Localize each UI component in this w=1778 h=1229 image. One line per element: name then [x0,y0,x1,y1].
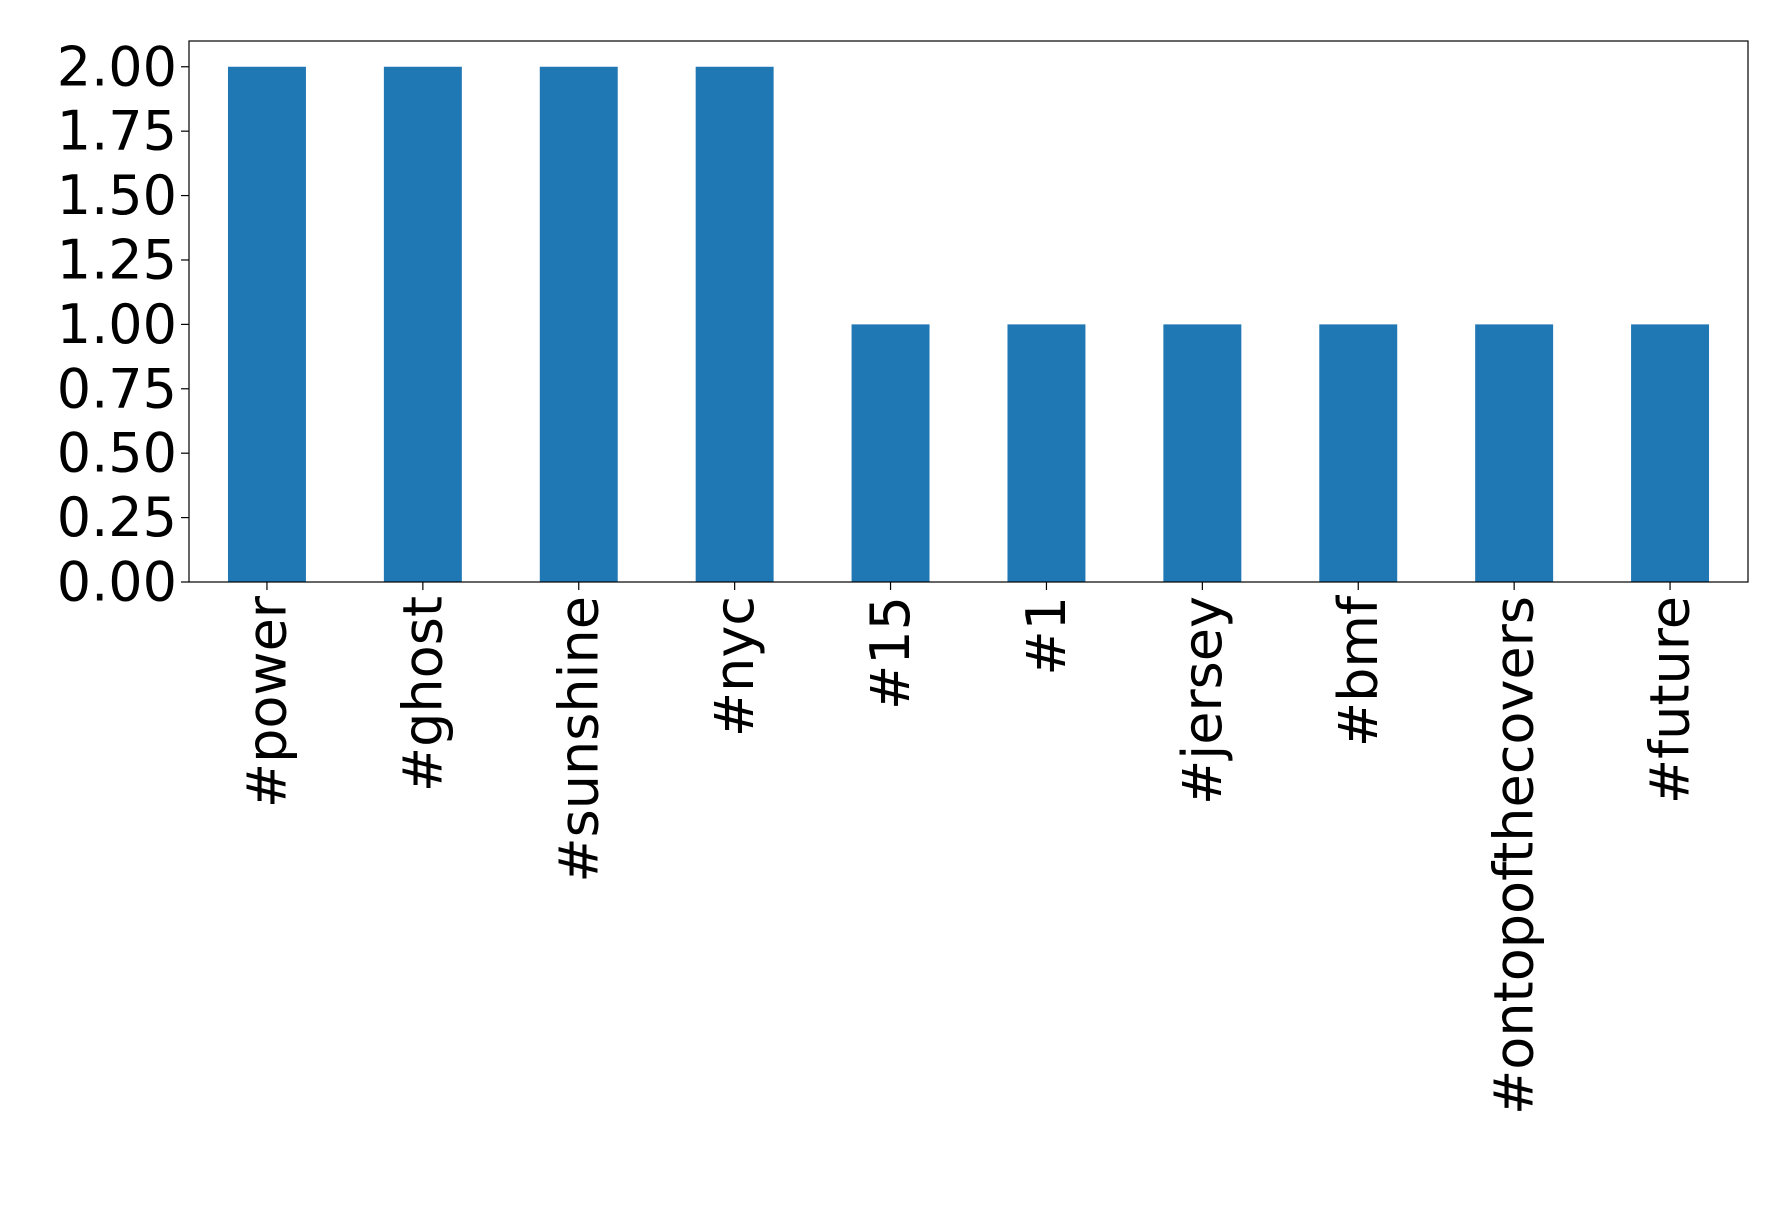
plot-frame [188,40,1749,583]
bar [539,66,618,582]
x-tick-label: #bmf [1327,594,1390,747]
y-tick-label: 2.00 [57,35,177,98]
bar [851,324,930,582]
x-tick-label: #ontopofthecovers [1483,596,1546,1115]
y-tick-label: 1.00 [57,293,177,356]
y-tick-label: 0.75 [57,357,177,420]
y-tick-label: 0.50 [57,422,177,485]
y-tick-label: 1.25 [57,228,177,291]
y-tick-label: 1.50 [57,164,177,227]
x-tick-label: #ghost [391,596,454,792]
x-tick-label: #power [235,595,298,808]
y-tick-label: 1.75 [57,100,177,163]
x-tick-label: #1 [1015,596,1078,676]
x-tick-label: #future [1639,596,1702,804]
x-tick-label: #sunshine [547,596,610,883]
bar [227,66,306,582]
bar [695,66,774,582]
x-tick-label: #nyc [703,596,766,737]
x-tick-label: #15 [859,596,922,710]
x-tick-label: #jersey [1171,596,1234,805]
bar [1007,324,1086,582]
bar [383,66,462,582]
bar [1475,324,1554,582]
bar [1319,324,1398,582]
y-tick-label: 0.25 [57,486,177,549]
y-tick-label: 0.00 [57,551,177,614]
bar [1631,324,1710,582]
bar [1163,324,1242,582]
